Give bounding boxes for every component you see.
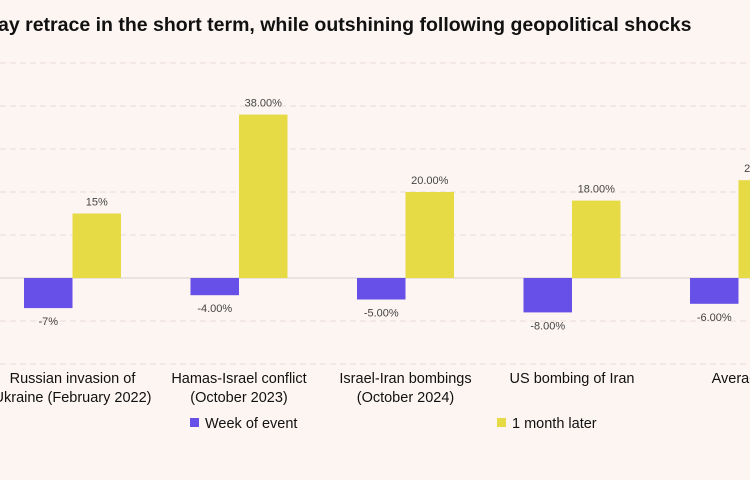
bar-week-of-event bbox=[24, 278, 73, 309]
chart-title: ay retrace in the short term, while outs… bbox=[0, 14, 692, 36]
data-label: 20.00% bbox=[411, 175, 449, 187]
legend-label: 1 month later bbox=[512, 416, 597, 432]
category-label: Ukraine (February 2022) bbox=[0, 390, 151, 406]
category-label: Average bbox=[712, 371, 750, 387]
data-label: 18.00% bbox=[578, 184, 616, 196]
bar-one-month-later bbox=[239, 114, 288, 278]
category-label: (October 2023) bbox=[190, 390, 288, 406]
legend-label: Week of event bbox=[205, 416, 297, 432]
data-label: 22.75% bbox=[744, 163, 750, 175]
data-label: -8.00% bbox=[530, 320, 565, 332]
bar-week-of-event bbox=[690, 278, 739, 304]
data-label: -6.00% bbox=[697, 312, 732, 324]
category-label: Hamas-Israel conflict bbox=[171, 371, 306, 387]
legend-swatch bbox=[497, 418, 506, 427]
legend-swatch bbox=[190, 418, 199, 427]
data-label: -4.00% bbox=[197, 303, 232, 315]
category-label: Israel-Iran bombings bbox=[339, 371, 471, 387]
bar-one-month-later bbox=[72, 213, 121, 278]
bar-one-month-later bbox=[572, 200, 621, 278]
bar-week-of-event bbox=[357, 278, 406, 300]
bar-one-month-later bbox=[405, 192, 454, 278]
data-label: -7% bbox=[38, 316, 58, 328]
data-label: 38.00% bbox=[245, 98, 283, 110]
category-label: Russian invasion of bbox=[10, 371, 137, 387]
data-label: 15% bbox=[86, 197, 108, 209]
bar-week-of-event bbox=[190, 278, 239, 296]
category-label: US bombing of Iran bbox=[510, 371, 635, 387]
bar-one-month-later bbox=[738, 180, 750, 278]
data-label: -5.00% bbox=[364, 308, 399, 320]
bar-week-of-event bbox=[523, 278, 572, 313]
category-label: (October 2024) bbox=[357, 390, 455, 406]
